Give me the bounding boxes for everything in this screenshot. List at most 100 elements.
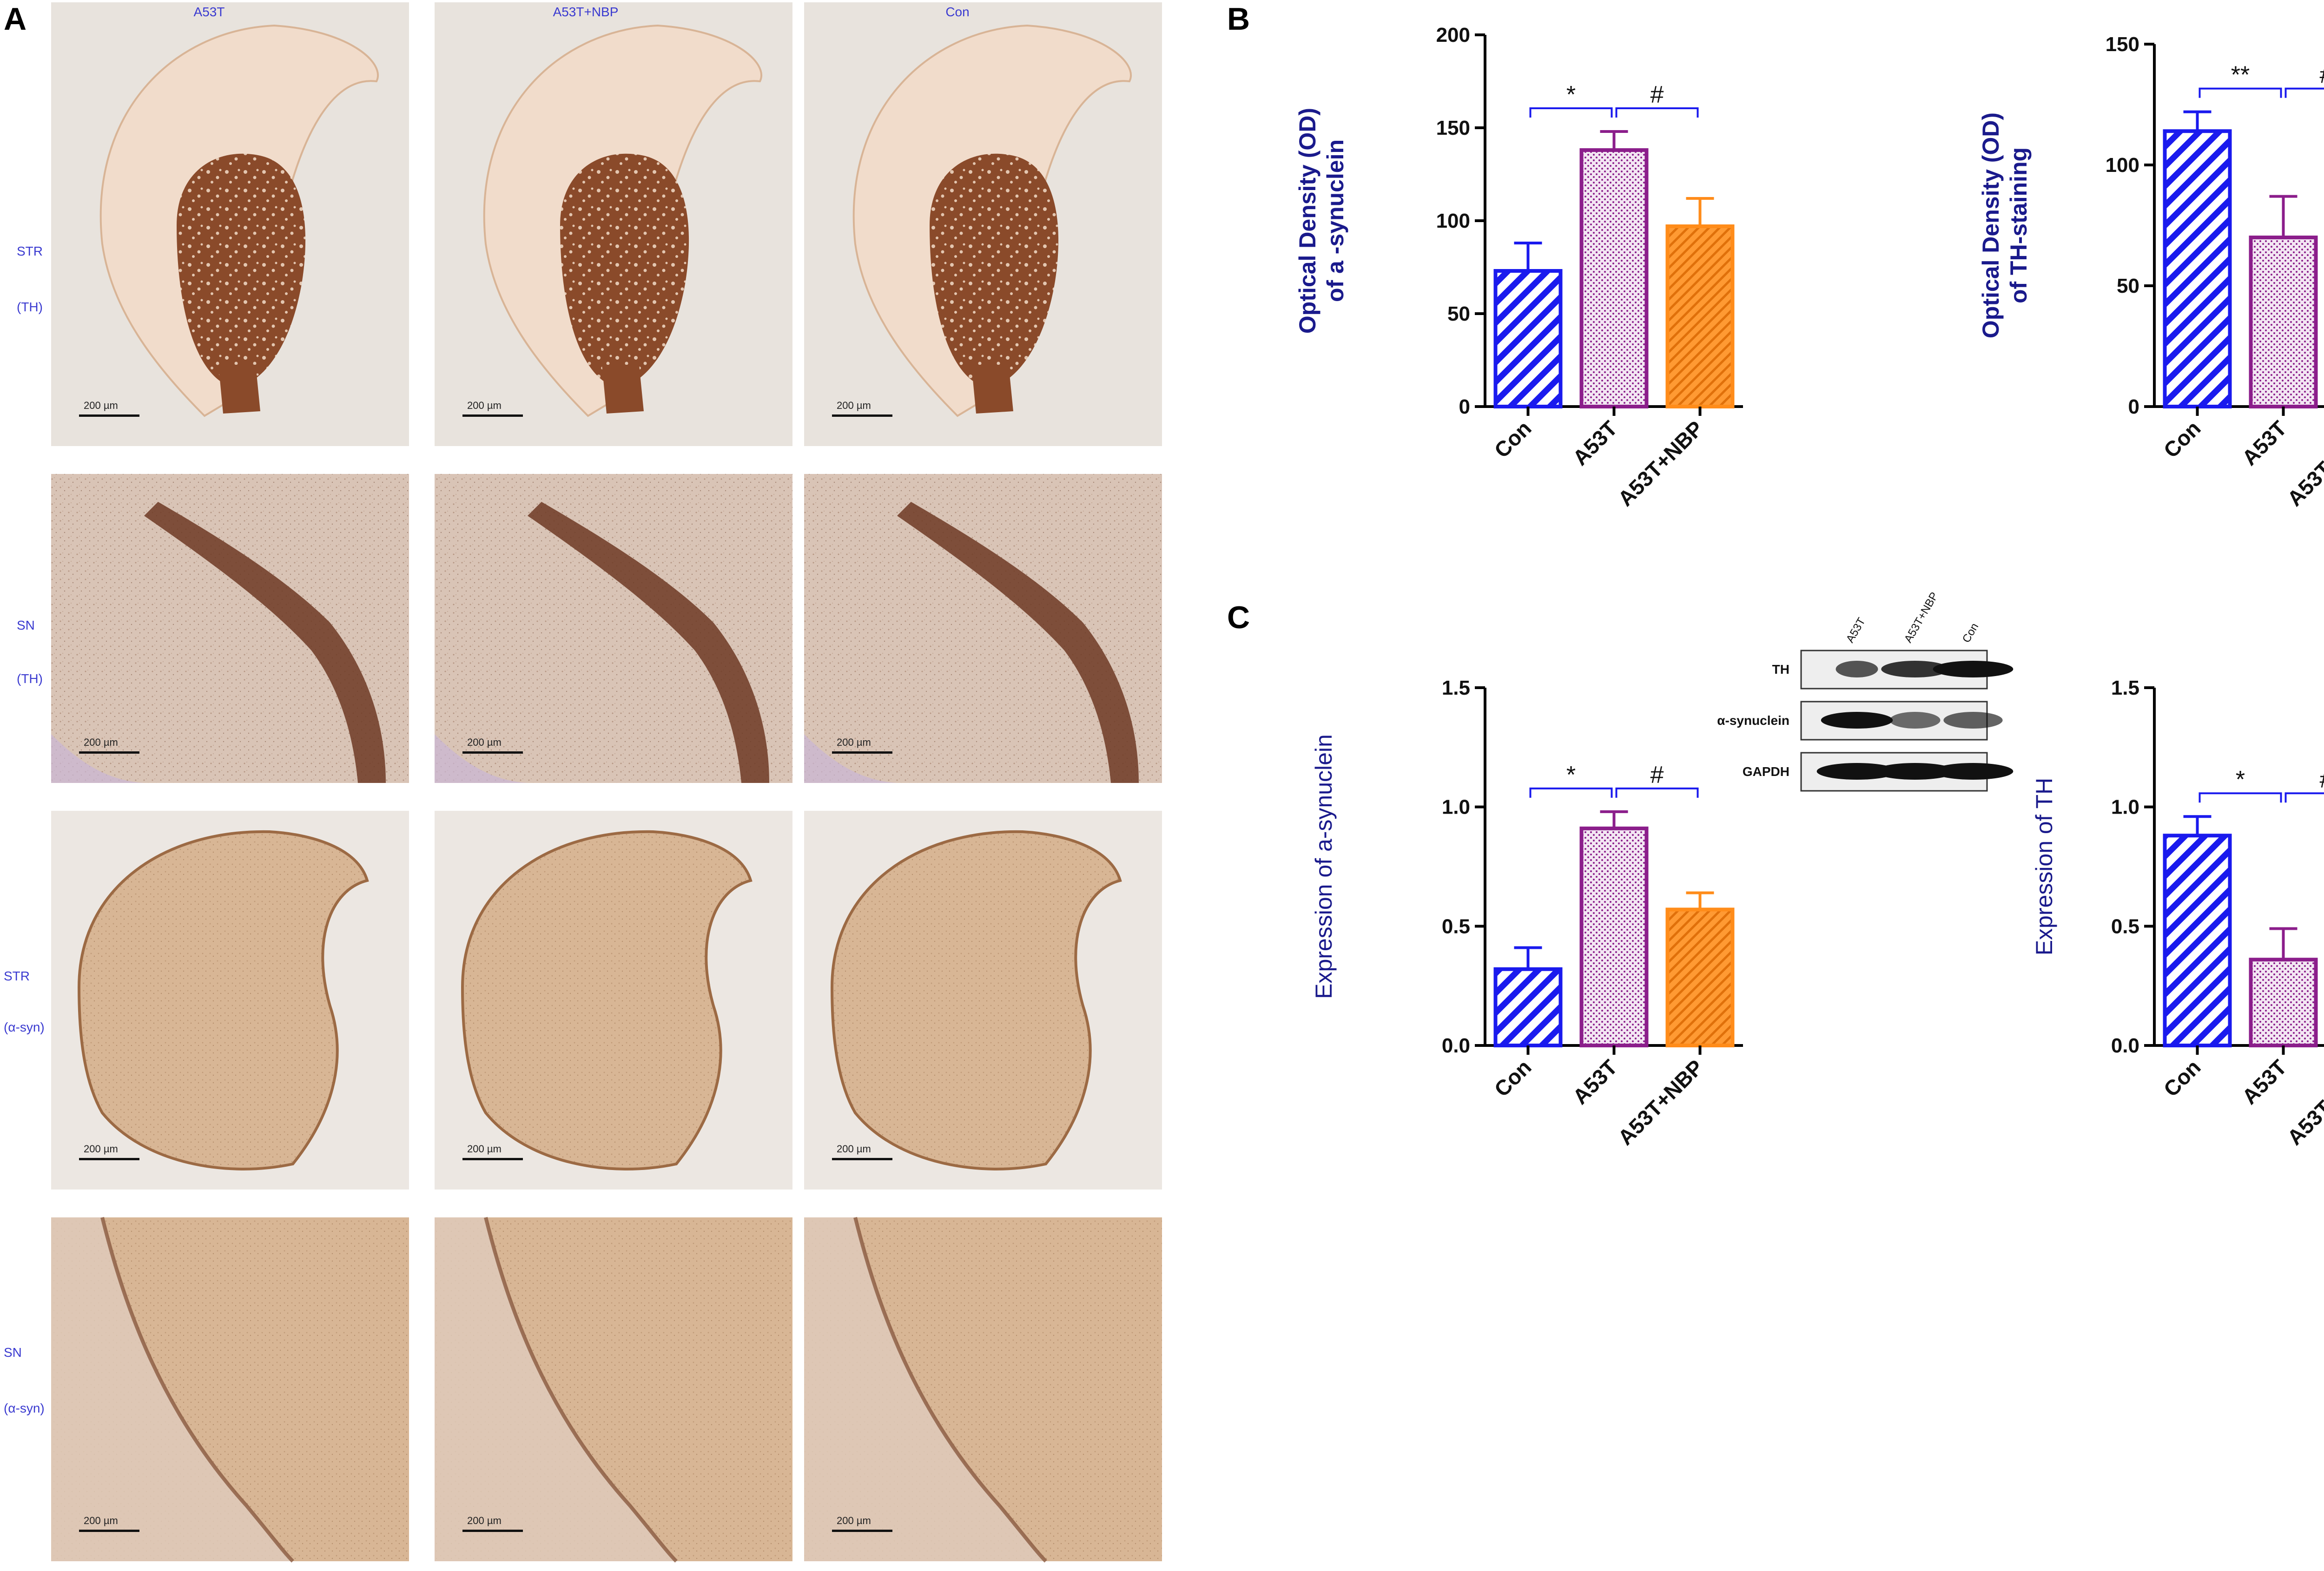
micrograph-str-asyn-a53t-nbp: 200 µm — [435, 811, 792, 1190]
micrograph-str-th-a53t: 200 µm — [51, 2, 409, 446]
scale-bar-label: 200 µm — [467, 736, 502, 748]
bar-con — [2165, 835, 2230, 1045]
scale-bar — [462, 1158, 523, 1160]
micrograph-str-th-con: 200 µm — [804, 2, 1162, 446]
micrograph-str-th-a53t-nbp: 200 µm — [435, 2, 792, 446]
panel-letter-b: B — [1227, 1, 1250, 37]
scale-bar-label: 200 µm — [84, 1143, 118, 1155]
significance-label: # — [1651, 81, 1664, 108]
row-label-sn-th-line2: (TH) — [17, 671, 43, 686]
column-header-a53t-nbp: A53T+NBP — [465, 5, 706, 20]
significance-bracket — [2200, 793, 2281, 802]
blot-lane-label: A53T — [1844, 616, 1868, 645]
scale-bar-label: 200 µm — [467, 1143, 502, 1155]
row-label-sn-asyn-line2: (α-syn) — [4, 1401, 45, 1416]
row-label-str-asyn-line2: (α-syn) — [4, 1020, 45, 1035]
y-tick-label: 1.0 — [1442, 796, 1470, 819]
bar-a53t — [2251, 237, 2316, 407]
y-tick-label: 200 — [1436, 24, 1470, 46]
bar-con — [1496, 271, 1561, 407]
blot-band — [1933, 661, 2014, 677]
y-tick-label: 0.5 — [2111, 915, 2139, 938]
row-label-sn-asyn-line1: SN — [4, 1345, 22, 1360]
y-tick-label: 100 — [1436, 210, 1470, 232]
y-tick-label: 1.5 — [2111, 677, 2139, 699]
y-tick-label: 100 — [2106, 154, 2139, 177]
y-axis-label: of a -synuclein — [1322, 139, 1348, 302]
significance-bracket — [1531, 108, 1612, 118]
scale-bar-label: 200 µm — [467, 400, 502, 411]
y-tick-label: 50 — [2117, 275, 2139, 297]
panel-letter-a: A — [4, 1, 26, 37]
x-tick-label: A53T+NBP — [1613, 1055, 1708, 1150]
significance-label: * — [1566, 762, 1576, 789]
significance-bracket — [1617, 108, 1698, 118]
micrograph-sn-asyn-con: 200 µm — [804, 1217, 1162, 1561]
scale-bar — [79, 414, 139, 417]
y-tick-label: 0 — [1459, 395, 1470, 418]
micrograph-str-asyn-a53t: 200 µm — [51, 811, 409, 1190]
striatum-tail — [218, 365, 260, 414]
bar-con — [2165, 131, 2230, 407]
significance-label: * — [1566, 81, 1576, 108]
significance-bracket — [1617, 789, 1698, 798]
bar-chart-3: 0.0 0.5 1.0 1.5 Expression of a-synuclein Con… — [1311, 677, 1743, 1150]
significance-label: # — [2320, 62, 2324, 89]
scale-bar — [79, 1158, 139, 1160]
significance-bracket — [2286, 793, 2324, 802]
bar-a53t-nbp — [1668, 226, 1733, 407]
x-tick-label: Con — [1490, 416, 1536, 462]
y-tick-label: 0.0 — [2111, 1034, 2139, 1057]
scale-bar — [462, 1530, 523, 1532]
y-tick-label: 50 — [1447, 302, 1470, 325]
y-axis-label: Optical Density (OD) — [1978, 112, 2004, 338]
scale-bar — [832, 1530, 892, 1532]
significance-label: # — [1651, 762, 1664, 789]
column-header-con: Con — [837, 5, 1078, 20]
scale-bar — [832, 1158, 892, 1160]
row-label-str-th-line2: (TH) — [17, 300, 43, 315]
bar-a53t — [2251, 960, 2316, 1045]
row-label-str-th-line1: STR — [17, 244, 43, 259]
blot-band-label: GAPDH — [1743, 764, 1789, 779]
striatum-tail — [602, 365, 644, 414]
x-tick-label: Con — [2159, 416, 2205, 462]
western-blot: A53T A53T+NBP Con TH α-synuclein GAPDH — [1717, 590, 2013, 791]
y-tick-label: 150 — [1436, 117, 1470, 139]
significance-label: # — [2320, 766, 2324, 793]
x-tick-label: A53T — [1568, 416, 1622, 470]
blot-band-label: TH — [1772, 662, 1789, 677]
striatum-tail — [971, 365, 1013, 414]
micrograph-sn-th-con: 200 µm — [804, 474, 1162, 783]
significance-bracket — [1531, 789, 1612, 798]
y-axis-label: Optical Density (OD) — [1294, 108, 1320, 334]
blot-band — [1933, 763, 2014, 780]
y-axis-label: Expression of a-synuclein — [1311, 734, 1337, 999]
micrograph-sn-asyn-a53t-nbp: 200 µm — [435, 1217, 792, 1561]
y-tick-label: 1.5 — [1442, 677, 1470, 699]
micrograph-sn-th-a53t: 200 µm — [51, 474, 409, 783]
y-tick-label: 1.0 — [2111, 796, 2139, 819]
significance-bracket — [2286, 89, 2324, 98]
scale-bar — [832, 751, 892, 754]
scale-bar — [462, 414, 523, 417]
x-tick-label: Con — [2159, 1055, 2205, 1101]
scale-bar-label: 200 µm — [84, 400, 118, 411]
x-tick-label: A53T — [2237, 1055, 2291, 1109]
blot-band — [1889, 712, 1940, 729]
x-tick-label: Con — [1490, 1055, 1536, 1101]
significance-bracket — [2200, 89, 2281, 98]
scale-bar-label: 200 µm — [837, 1515, 871, 1526]
x-tick-label: A53T — [1568, 1055, 1622, 1109]
blot-lane-label: A53T+NBP — [1902, 590, 1941, 645]
scale-bar — [79, 751, 139, 754]
y-tick-label: 0.0 — [1442, 1034, 1470, 1057]
blot-band-label: α-synuclein — [1717, 713, 1789, 728]
blot-lane-label: Con — [1960, 621, 1981, 645]
column-header-a53t: A53T — [88, 5, 330, 20]
y-tick-label: 0.5 — [1442, 915, 1470, 938]
